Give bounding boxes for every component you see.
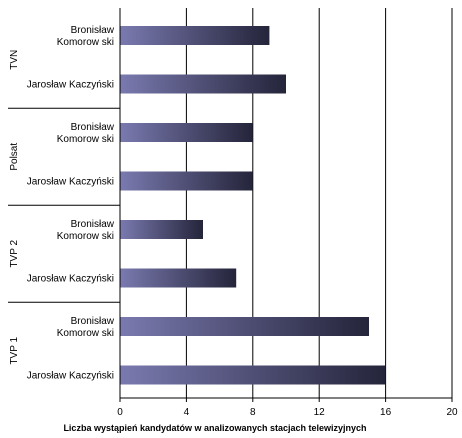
category-label: Jarosław Kaczyński — [27, 274, 114, 285]
bar — [120, 74, 286, 94]
x-tick-label: 16 — [380, 407, 392, 418]
category-label: Bronisław Komorow ski — [57, 316, 115, 339]
category-label: Jarosław Kaczyński — [27, 80, 114, 91]
category-label: Bronisław Komorow ski — [57, 122, 115, 145]
x-axis-title: Liczba wystąpień kandydatów w analizowan… — [63, 423, 366, 433]
x-tick-label: 8 — [250, 407, 256, 418]
labels: 0 4 8 12 16 20 Bronisław Komorow ski Jarosław Ka… — [9, 25, 458, 418]
bar — [120, 123, 253, 142]
group-label: TVN — [9, 50, 20, 70]
group-label: TVP 2 — [9, 240, 20, 268]
bar — [120, 317, 369, 336]
bar — [120, 171, 253, 191]
bars — [120, 26, 386, 385]
group-label: Polsat — [9, 143, 20, 171]
category-label: Bronisław Komorow ski — [57, 219, 115, 242]
x-tick-label: 0 — [117, 407, 123, 418]
bar — [120, 220, 203, 239]
category-label: Jarosław Kaczyński — [27, 371, 114, 382]
category-label: Bronisław Komorow ski — [57, 25, 115, 48]
group-label: TVP 1 — [9, 337, 20, 365]
bar — [120, 365, 386, 385]
gridlines — [185, 8, 453, 398]
axes — [8, 8, 453, 402]
x-tick-label: 12 — [314, 407, 326, 418]
bar — [120, 26, 270, 45]
category-label: Jarosław Kaczyński — [27, 177, 114, 188]
x-tick-label: 20 — [446, 407, 458, 418]
bar — [120, 268, 237, 288]
x-tick-label: 4 — [184, 407, 190, 418]
